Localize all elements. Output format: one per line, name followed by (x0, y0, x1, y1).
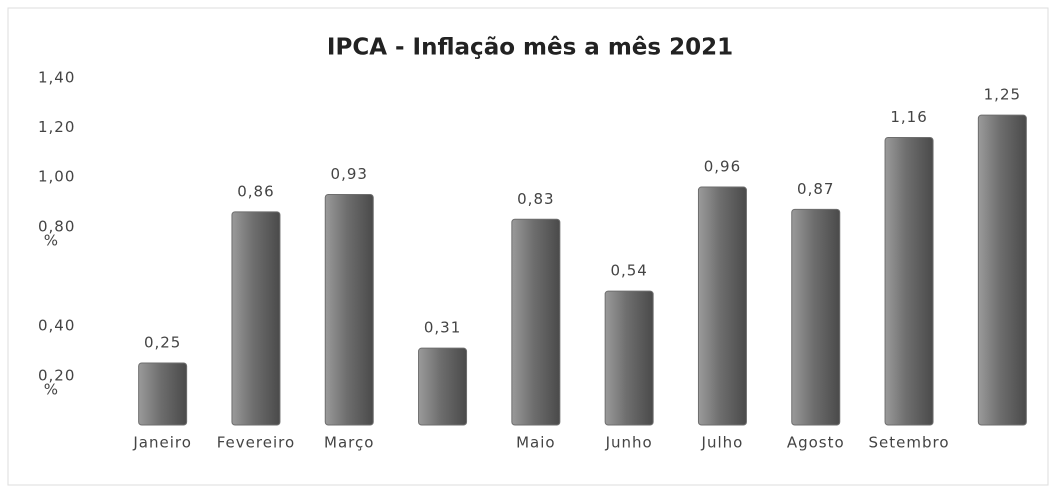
bar (511, 218, 561, 426)
y-tick-label: 1,20 (38, 118, 75, 136)
bar (324, 193, 374, 426)
y-tick-label: 1,40 (38, 69, 75, 87)
bar (697, 186, 747, 426)
chart-frame (7, 7, 1049, 486)
bar (977, 114, 1027, 426)
x-tick-label: Setembro (869, 434, 950, 452)
data-label: 0,31 (424, 319, 461, 337)
bar (884, 136, 934, 426)
chart-title: IPCA - Inflação mês a mês 2021 (327, 35, 733, 61)
x-tick-label: Junho (605, 434, 653, 452)
y-tick-label: 0,40 (38, 316, 75, 334)
data-label: 0,93 (331, 165, 368, 183)
y-tick-label: 0,20 % (38, 366, 75, 398)
bar (418, 347, 468, 426)
data-label: 1,25 (984, 86, 1021, 104)
bar (791, 208, 841, 426)
x-tick-label: Maio (516, 434, 555, 452)
data-label: 0,87 (797, 180, 834, 198)
y-tick-label: 0,80 % (38, 217, 75, 249)
x-tick-label: Julho (701, 434, 744, 452)
data-label: 0,86 (237, 182, 274, 200)
data-label: 0,25 (144, 334, 181, 352)
bar (138, 362, 188, 426)
x-tick-label: Janeiro (132, 434, 192, 452)
data-label: 0,54 (610, 262, 647, 280)
bar (231, 211, 281, 426)
data-label: 0,83 (517, 190, 554, 208)
x-tick-label: Agosto (787, 434, 845, 452)
bar (604, 290, 654, 426)
x-tick-label: Fevereiro (217, 434, 295, 452)
data-label: 1,16 (890, 108, 927, 126)
x-tick-label: Março (324, 434, 374, 452)
data-label: 0,96 (704, 158, 741, 176)
y-tick-label: 1,00 (38, 168, 75, 186)
